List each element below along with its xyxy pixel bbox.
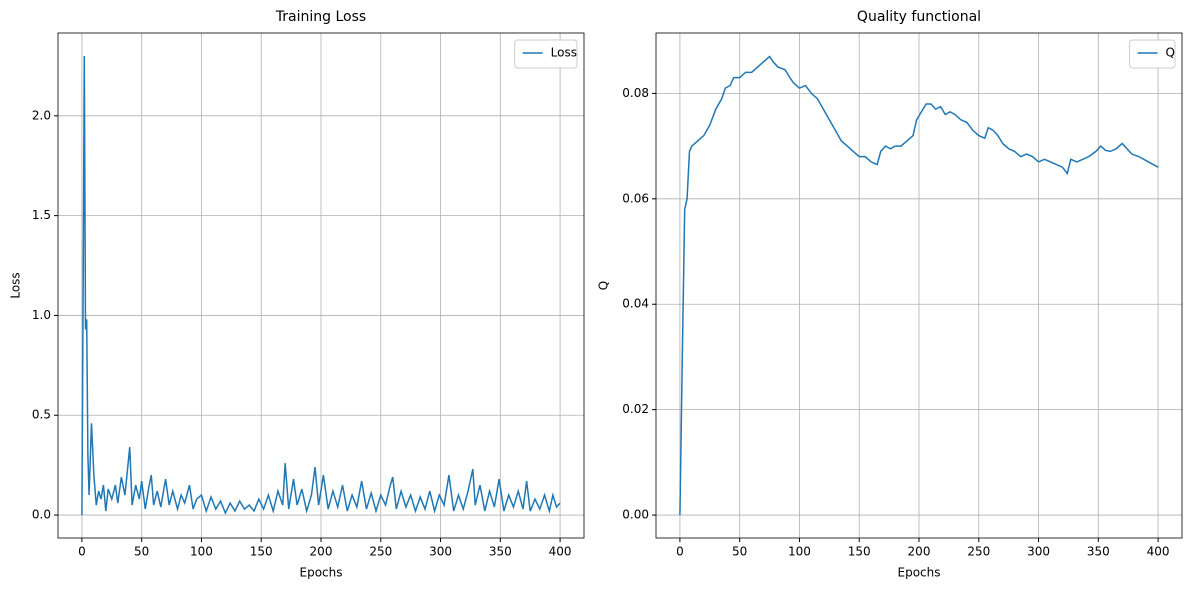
y-axis-label: Q: [597, 281, 611, 290]
axes-frame: [57, 32, 585, 539]
x-tick-label: 50: [732, 545, 747, 559]
y-tick-label: 0.06: [622, 191, 649, 205]
x-tick-label: 250: [369, 545, 392, 559]
y-tick-label: 0.02: [622, 402, 649, 416]
data-line: [679, 55, 1159, 516]
x-tick-label: 350: [489, 545, 512, 559]
x-tick-label: 300: [429, 545, 452, 559]
x-tick-label: 400: [549, 545, 572, 559]
chart-title: Quality functional: [857, 9, 981, 25]
legend-label: Loss: [551, 46, 577, 60]
x-tick-label: 100: [190, 545, 213, 559]
y-tick-label: 0.08: [622, 86, 649, 100]
x-axis-label: Epochs: [898, 566, 941, 580]
data-line: [81, 55, 561, 516]
y-tick-label: 0.04: [622, 297, 649, 311]
chart-title: Training Loss: [275, 9, 366, 25]
x-axis-label: Epochs: [300, 566, 343, 580]
legend-box: [1129, 39, 1176, 69]
legend-label: Q: [1166, 46, 1175, 60]
x-tick-label: 300: [1027, 545, 1050, 559]
x-tick-label: 250: [967, 545, 990, 559]
y-tick-label: 2.0: [32, 108, 51, 122]
x-tick-label: 50: [134, 545, 149, 559]
legend-box: [514, 39, 578, 69]
y-tick-label: 0.5: [32, 408, 51, 422]
x-tick-label: 200: [310, 545, 333, 559]
legend: Loss: [514, 39, 578, 69]
y-tick-label: 0.00: [622, 508, 649, 522]
y-tick-label: 0.0: [32, 508, 51, 522]
x-tick-label: 150: [250, 545, 273, 559]
y-axis-label: Loss: [9, 272, 23, 298]
x-tick-label: 200: [908, 545, 931, 559]
x-tick-label: 350: [1087, 545, 1110, 559]
x-tick-label: 100: [788, 545, 811, 559]
y-tick-label: 1.0: [32, 308, 51, 322]
x-tick-label: 400: [1147, 545, 1170, 559]
x-tick-label: 0: [78, 545, 86, 559]
x-tick-label: 150: [848, 545, 871, 559]
y-tick-label: 1.5: [32, 208, 51, 222]
x-tick-label: 0: [676, 545, 684, 559]
axes-frame: [655, 32, 1183, 539]
legend: Q: [1129, 39, 1176, 69]
